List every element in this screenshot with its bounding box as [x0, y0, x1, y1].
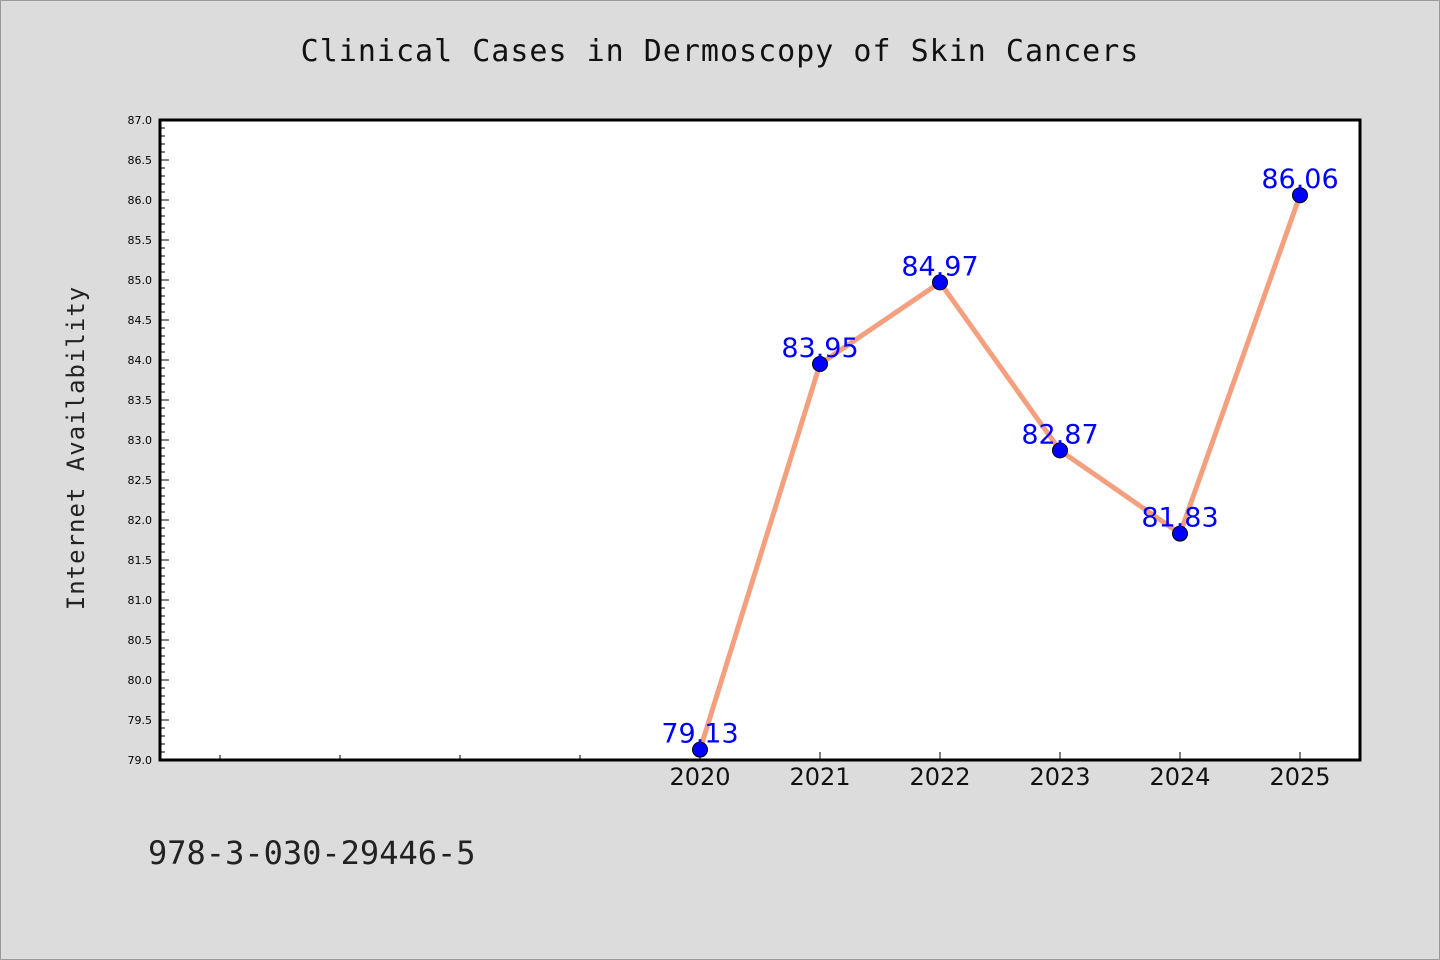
x-tick-label: 2022	[909, 763, 970, 791]
data-label: 82.87	[1021, 419, 1098, 450]
y-tick-label: 82.5	[128, 474, 153, 487]
plot-area	[158, 118, 1362, 762]
series-line	[697, 192, 1303, 753]
x-tick-label: 2024	[1149, 763, 1210, 791]
data-point	[1172, 525, 1188, 542]
y-tick-label: 81.0	[128, 594, 153, 607]
y-tick-label: 87.0	[128, 114, 153, 127]
y-tick-label: 79.0	[128, 754, 153, 767]
y-tick-label: 80.5	[128, 634, 153, 647]
data-label: 86.06	[1261, 164, 1338, 195]
x-axis: 2020 2021 2022 2023 2024 2025	[219, 752, 1331, 791]
y-tick-label: 86.5	[128, 154, 153, 167]
x-tick-label: 2021	[789, 763, 850, 791]
data-point	[812, 356, 828, 372]
data-label: 84.97	[901, 251, 978, 282]
y-tick-label: 84.0	[128, 354, 153, 367]
data-point	[1292, 187, 1308, 204]
data-point	[692, 741, 708, 758]
x-tick-label: 2025	[1269, 763, 1330, 791]
x-tick-label: 2020	[669, 763, 730, 791]
y-tick-label: 83.0	[128, 434, 153, 447]
y-tick-label: 79.5	[128, 714, 153, 727]
chart-title: Clinical Cases in Dermoscopy of Skin Can…	[300, 34, 1140, 69]
data-label: 79.13	[661, 719, 738, 750]
data-label: 83.95	[781, 333, 858, 364]
y-tick-label: 85.5	[128, 234, 153, 247]
y-tick-label: 84.5	[128, 314, 153, 327]
data-label: 81.83	[1141, 503, 1218, 534]
y-tick-label: 86.0	[128, 194, 153, 207]
y-tick-label: 80.0	[128, 674, 153, 687]
y-tick-label: 83.5	[128, 394, 153, 407]
data-point	[1052, 442, 1068, 459]
x-tick-label: 2023	[1029, 763, 1090, 791]
series-group: 79.13 83.95 84.97 82.87 81.83 86.06	[661, 164, 1339, 758]
y-tick-label: 82.0	[128, 514, 153, 527]
data-point	[932, 274, 948, 291]
y-tick-label: 85.0	[128, 274, 153, 287]
isbn-label: 978-3-030-29446-5	[148, 834, 476, 872]
y-tick-label: 81.5	[128, 554, 153, 567]
y-axis: 79.0 79.5 80.0 80.5 81.0 81.5 82.0 82.5 83.0 83.5…	[128, 114, 169, 767]
